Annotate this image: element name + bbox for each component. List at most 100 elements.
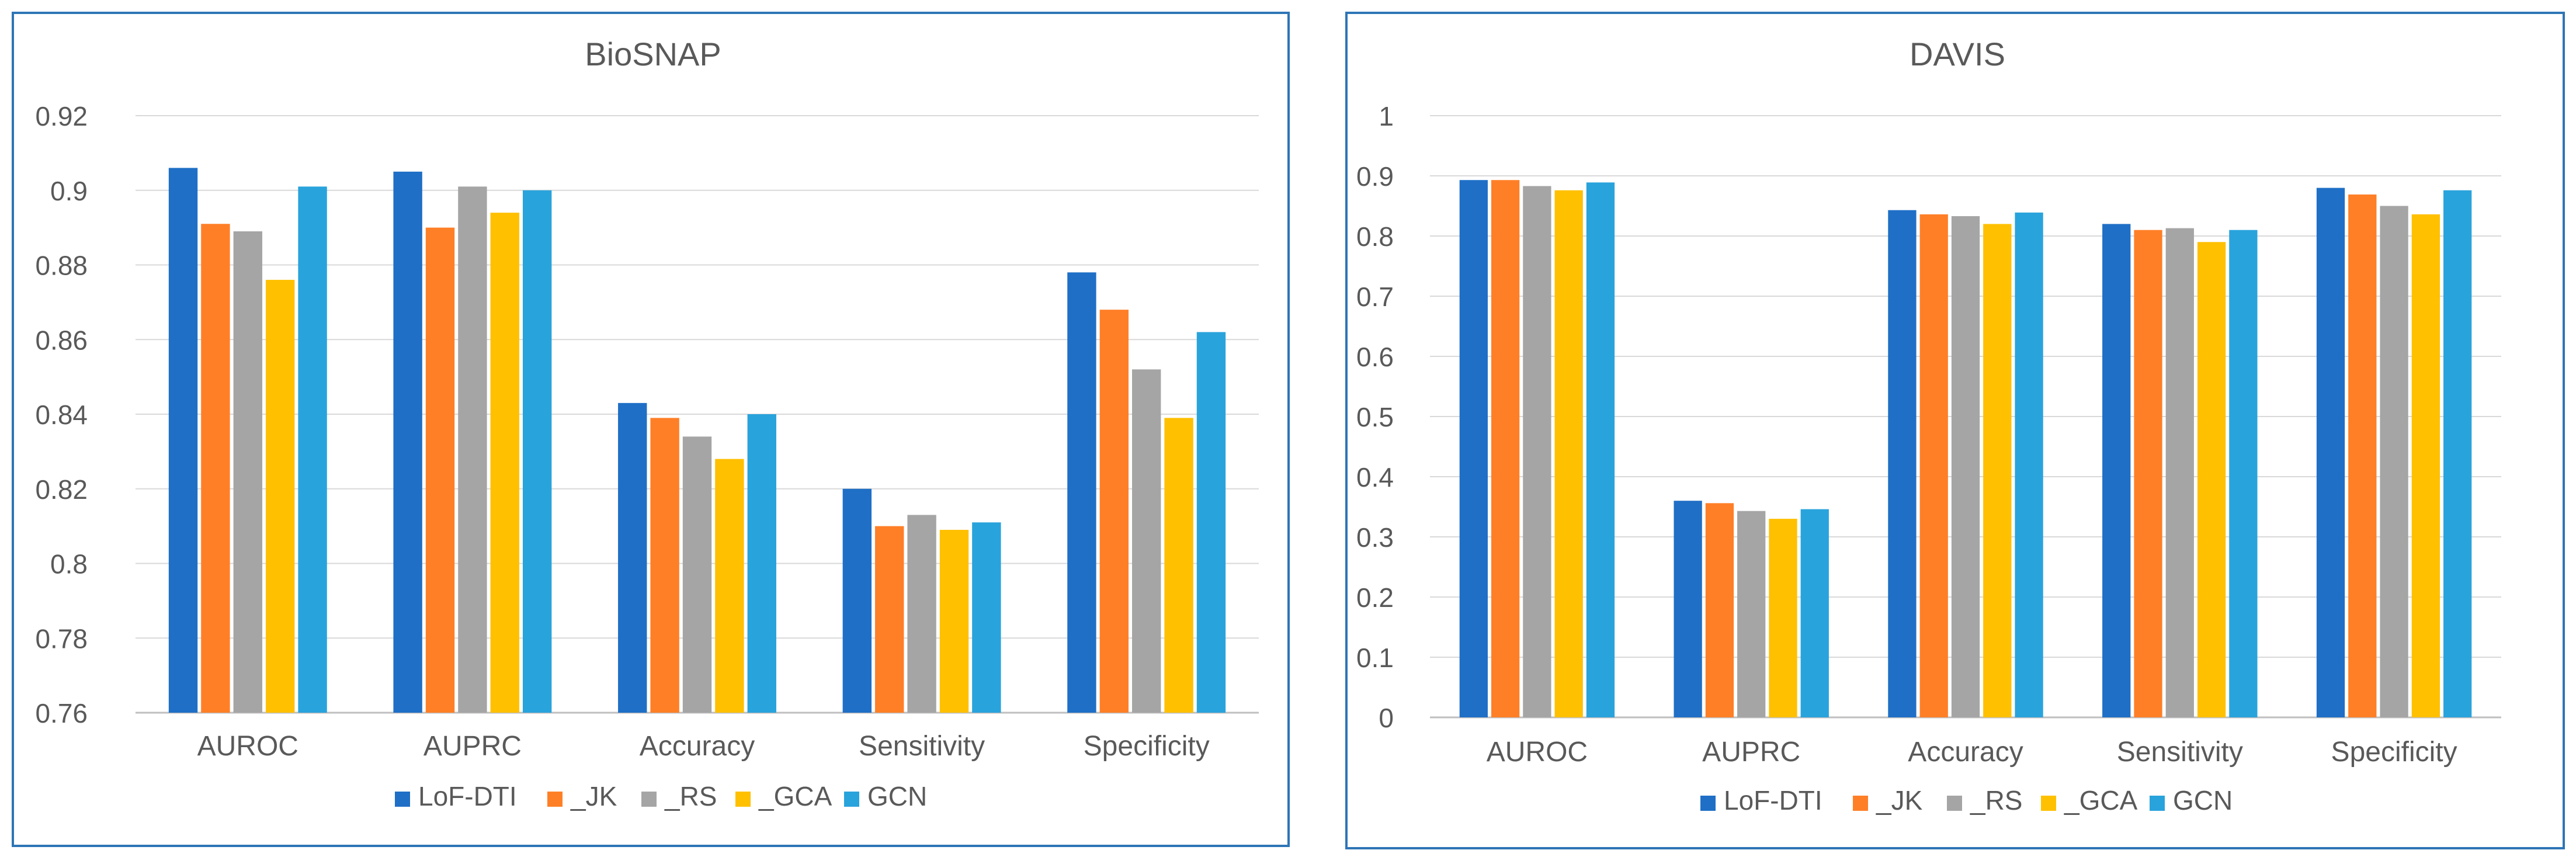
bar-gcn-sensitivity bbox=[2229, 230, 2258, 717]
bar-lofdti-sensitivity bbox=[2102, 224, 2131, 717]
x-category-label: AUROC bbox=[1487, 737, 1588, 768]
legend-label: _GCA bbox=[2064, 785, 2138, 816]
bar-gca-auroc bbox=[265, 280, 295, 713]
bar-rs-specificity bbox=[1132, 369, 1161, 713]
y-axis-tick-labels: 0.76 0.78 0.8 0.82 0.84 0.86 0.88 0.9 0.92 bbox=[35, 101, 88, 728]
bar-rs-sensitivity bbox=[2165, 228, 2194, 717]
legend-swatch bbox=[844, 792, 859, 807]
y-tick-label: 0.88 bbox=[35, 251, 88, 281]
bar-gca-auprc bbox=[1769, 519, 1797, 717]
x-category-label: Accuracy bbox=[640, 731, 755, 762]
y-tick-label: 0.9 bbox=[50, 176, 88, 206]
davis-chart-panel: DAVIS 0 0.1 0.2 0.3 0.4 0.5 0.6 0.7 0.8 0.9 1 AURO… bbox=[1345, 12, 2565, 849]
chart-title: DAVIS bbox=[1910, 36, 2005, 72]
legend-label: _GCA bbox=[758, 781, 832, 811]
bar-lofdti-sensitivity bbox=[842, 488, 872, 713]
bar-lofdti-accuracy bbox=[1888, 210, 1917, 718]
y-axis-tick-labels: 0 0.1 0.2 0.3 0.4 0.5 0.6 0.7 0.8 0.9 1 bbox=[1356, 101, 1394, 733]
bar-gcn-specificity bbox=[2443, 190, 2472, 718]
legend-swatch bbox=[547, 792, 563, 807]
y-tick-label: 0.3 bbox=[1356, 522, 1394, 553]
bar-jk-auroc bbox=[1491, 180, 1520, 718]
bar-jk-auprc bbox=[1705, 503, 1734, 717]
y-tick-label: 0.2 bbox=[1356, 582, 1394, 613]
bar-gcn-specificity bbox=[1196, 332, 1226, 713]
legend: LoF-DTI _JK _RS _GCA GCN bbox=[395, 781, 927, 811]
x-category-label: Specificity bbox=[1084, 731, 1210, 762]
bar-jk-sensitivity bbox=[875, 526, 904, 713]
y-tick-label: 0.5 bbox=[1356, 402, 1394, 432]
x-category-label: Accuracy bbox=[1908, 737, 2023, 768]
bar-gcn-auprc bbox=[1800, 509, 1829, 717]
bar-gca-auroc bbox=[1554, 190, 1583, 718]
bar-gcn-auprc bbox=[522, 190, 552, 713]
bar-jk-sensitivity bbox=[2134, 230, 2162, 717]
bar-jk-auroc bbox=[201, 224, 230, 713]
bar-gca-specificity bbox=[2411, 214, 2440, 717]
bar-lofdti-specificity bbox=[2316, 188, 2345, 718]
bar-gca-auprc bbox=[490, 213, 519, 713]
legend-label: _JK bbox=[570, 781, 617, 811]
bar-gcn-sensitivity bbox=[972, 522, 1001, 713]
x-category-label: Sensitivity bbox=[2117, 737, 2243, 768]
bars bbox=[1459, 180, 2472, 718]
bar-rs-auroc bbox=[233, 231, 262, 713]
bar-gca-accuracy bbox=[1983, 224, 2012, 717]
y-tick-label: 0.82 bbox=[35, 474, 88, 505]
bar-lofdti-auroc bbox=[168, 168, 198, 713]
legend-label: _RS bbox=[1970, 785, 2022, 816]
bar-gca-sensitivity bbox=[939, 530, 969, 713]
bar-jk-auprc bbox=[425, 227, 455, 713]
legend-swatch bbox=[735, 792, 751, 807]
bar-gcn-accuracy bbox=[2015, 212, 2043, 718]
bar-jk-specificity bbox=[1099, 310, 1129, 713]
x-axis-category-labels: AUROC AUPRC Accuracy Sensitivity Specificity bbox=[197, 731, 1210, 762]
bar-gca-sensitivity bbox=[2197, 242, 2226, 717]
legend-swatch bbox=[1700, 796, 1716, 811]
y-tick-label: 0.7 bbox=[1356, 282, 1394, 312]
x-category-label: Specificity bbox=[2331, 737, 2457, 768]
y-tick-label: 0.4 bbox=[1356, 462, 1394, 492]
x-category-label: AUPRC bbox=[423, 731, 522, 762]
legend-label: LoF-DTI bbox=[418, 781, 517, 811]
x-category-label: AUROC bbox=[197, 731, 298, 762]
y-tick-label: 0.76 bbox=[35, 698, 88, 728]
y-tick-label: 0.92 bbox=[35, 101, 88, 131]
bar-gcn-auroc bbox=[1586, 182, 1615, 718]
x-category-label: AUPRC bbox=[1702, 737, 1800, 768]
bar-gca-accuracy bbox=[715, 459, 744, 713]
legend-swatch bbox=[1947, 796, 1962, 811]
y-tick-label: 0.9 bbox=[1356, 161, 1394, 192]
bars bbox=[168, 168, 1226, 713]
bar-lofdti-auprc bbox=[393, 171, 422, 713]
bar-gcn-accuracy bbox=[747, 414, 776, 713]
legend-label: _JK bbox=[1876, 785, 1923, 816]
y-tick-label: 0.86 bbox=[35, 325, 88, 355]
bar-gcn-auroc bbox=[298, 186, 327, 713]
bar-lofdti-accuracy bbox=[618, 402, 647, 713]
legend: LoF-DTI _JK _RS _GCA GCN bbox=[1700, 785, 2233, 816]
legend-swatch bbox=[2150, 796, 2165, 811]
legend-label: GCN bbox=[2173, 785, 2233, 816]
bar-rs-auprc bbox=[1737, 511, 1766, 717]
legend-swatch bbox=[641, 792, 657, 807]
bar-rs-sensitivity bbox=[907, 515, 936, 713]
legend-swatch bbox=[1853, 796, 1868, 811]
bar-lofdti-auroc bbox=[1459, 180, 1488, 718]
chart-title: BioSNAP bbox=[585, 36, 721, 72]
legend-swatch bbox=[395, 792, 410, 807]
legend-swatch bbox=[2041, 796, 2056, 811]
biosnap-chart-panel: BioSNAP 0.760.780.80.820.840.860.880.90.… bbox=[12, 12, 1290, 847]
y-tick-label: 0.1 bbox=[1356, 643, 1394, 673]
x-axis-category-labels: AUROC AUPRC Accuracy Sensitivity Specificity bbox=[1487, 737, 2457, 768]
bar-rs-specificity bbox=[2380, 206, 2408, 717]
y-tick-label: 0.8 bbox=[1356, 221, 1394, 252]
y-tick-label: 0.84 bbox=[35, 400, 88, 430]
bar-lofdti-auprc bbox=[1674, 501, 1702, 717]
bar-rs-accuracy bbox=[682, 436, 712, 713]
legend-label: _RS bbox=[664, 781, 717, 811]
bar-jk-accuracy bbox=[650, 418, 679, 713]
x-category-label: Sensitivity bbox=[859, 731, 985, 762]
bar-rs-accuracy bbox=[1951, 216, 1980, 717]
